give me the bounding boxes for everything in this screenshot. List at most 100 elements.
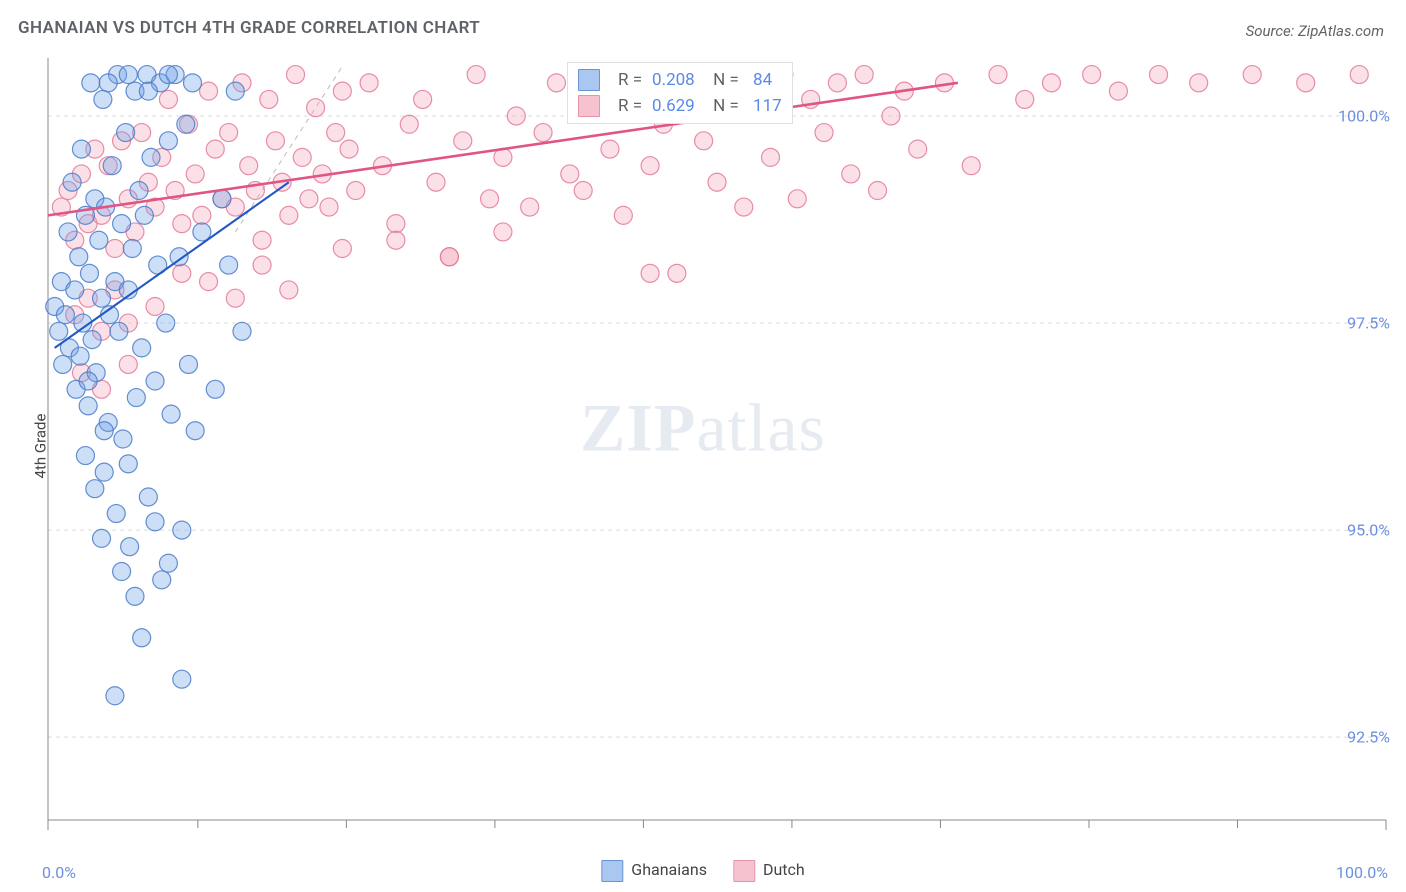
dutch-point bbox=[1350, 66, 1368, 84]
dutch-point bbox=[882, 107, 900, 125]
legend-item: Ghanaians bbox=[601, 860, 707, 882]
dutch-point bbox=[173, 215, 191, 233]
ghanaians-point bbox=[133, 339, 151, 357]
dutch-point bbox=[842, 165, 860, 183]
dutch-point bbox=[347, 182, 365, 200]
ghanaians-point bbox=[103, 157, 121, 175]
dutch-point bbox=[133, 124, 151, 142]
ghanaians-point bbox=[76, 447, 94, 465]
dutch-point bbox=[333, 240, 351, 258]
dutch-point bbox=[561, 165, 579, 183]
dutch-point bbox=[287, 66, 305, 84]
ghanaians-point bbox=[123, 240, 141, 258]
stats-swatch bbox=[578, 95, 600, 117]
dutch-point bbox=[1016, 90, 1034, 108]
dutch-point bbox=[300, 190, 318, 208]
ghanaians-point bbox=[220, 256, 238, 274]
dutch-point bbox=[206, 140, 224, 158]
ghanaians-point bbox=[119, 66, 137, 84]
dutch-point bbox=[387, 231, 405, 249]
y-tick-label: 95.0% bbox=[1347, 521, 1390, 540]
dutch-point bbox=[547, 74, 565, 92]
ghanaians-point bbox=[159, 554, 177, 572]
dutch-point bbox=[869, 182, 887, 200]
dutch-point bbox=[253, 231, 271, 249]
ghanaians-point bbox=[146, 513, 164, 531]
dutch-point bbox=[641, 264, 659, 282]
dutch-point bbox=[828, 74, 846, 92]
y-tick-label: 97.5% bbox=[1347, 314, 1390, 333]
ghanaians-point bbox=[139, 488, 157, 506]
ghanaians-point bbox=[159, 132, 177, 150]
ghanaians-point bbox=[93, 289, 111, 307]
ghanaians-point bbox=[70, 248, 88, 266]
ghanaians-point bbox=[71, 347, 89, 365]
dutch-point bbox=[193, 206, 211, 224]
dutch-point bbox=[735, 198, 753, 216]
dutch-point bbox=[1109, 82, 1127, 100]
dutch-point bbox=[507, 107, 525, 125]
dutch-point bbox=[106, 240, 124, 258]
legend-swatch bbox=[601, 860, 623, 882]
dutch-point bbox=[762, 148, 780, 166]
ghanaians-point bbox=[226, 82, 244, 100]
dutch-point bbox=[1297, 74, 1315, 92]
ghanaians-point bbox=[162, 405, 180, 423]
dutch-point bbox=[614, 206, 632, 224]
ghanaians-point bbox=[186, 422, 204, 440]
dutch-point bbox=[1150, 66, 1168, 84]
legend-item: Dutch bbox=[733, 860, 805, 882]
dutch-point bbox=[1043, 74, 1061, 92]
ghanaians-point bbox=[90, 231, 108, 249]
ghanaians-point bbox=[79, 372, 97, 390]
ghanaians-point bbox=[213, 190, 231, 208]
ghanaians-point bbox=[107, 505, 125, 523]
dutch-point bbox=[427, 173, 445, 191]
ghanaians-point bbox=[121, 538, 139, 556]
dutch-point bbox=[220, 124, 238, 142]
dutch-point bbox=[534, 124, 552, 142]
ghanaians-point bbox=[133, 629, 151, 647]
legend: Ghanaians Dutch bbox=[601, 860, 804, 882]
y-tick-label: 92.5% bbox=[1347, 728, 1390, 747]
ghanaians-point bbox=[173, 521, 191, 539]
dutch-point bbox=[400, 115, 418, 133]
ghanaians-point bbox=[59, 223, 77, 241]
dutch-point bbox=[226, 289, 244, 307]
dutch-point bbox=[494, 223, 512, 241]
dutch-point bbox=[788, 190, 806, 208]
dutch-point bbox=[521, 198, 539, 216]
dutch-point bbox=[1083, 66, 1101, 84]
x-tick-label: 0.0% bbox=[42, 863, 76, 882]
dutch-point bbox=[260, 90, 278, 108]
ghanaians-point bbox=[54, 355, 72, 373]
y-tick-label: 100.0% bbox=[1338, 106, 1390, 125]
ghanaians-point bbox=[173, 670, 191, 688]
dutch-point bbox=[601, 140, 619, 158]
correlation-stats-box: R = 0.208 N = 84R = 0.629 N = 117 bbox=[567, 62, 793, 124]
dutch-point bbox=[200, 273, 218, 291]
dutch-point bbox=[1243, 66, 1261, 84]
ghanaians-point bbox=[95, 463, 113, 481]
ghanaians-point bbox=[146, 372, 164, 390]
dutch-point bbox=[266, 132, 284, 150]
dutch-point bbox=[414, 90, 432, 108]
dutch-point bbox=[668, 264, 686, 282]
ghanaians-point bbox=[142, 148, 160, 166]
dutch-point bbox=[119, 355, 137, 373]
dutch-point bbox=[327, 124, 345, 142]
stats-row-ghanaians: R = 0.208 N = 84 bbox=[578, 67, 782, 93]
dutch-point bbox=[320, 198, 338, 216]
ghanaians-point bbox=[82, 74, 100, 92]
dutch-point bbox=[855, 66, 873, 84]
ghanaians-point bbox=[184, 74, 202, 92]
legend-swatch bbox=[733, 860, 755, 882]
dutch-point bbox=[200, 82, 218, 100]
dutch-point bbox=[695, 132, 713, 150]
ghanaians-point bbox=[86, 480, 104, 498]
dutch-point bbox=[146, 297, 164, 315]
ghanaians-point bbox=[135, 206, 153, 224]
dutch-point bbox=[240, 157, 258, 175]
x-tick-label: 100.0% bbox=[1336, 863, 1388, 882]
dutch-point bbox=[440, 248, 458, 266]
